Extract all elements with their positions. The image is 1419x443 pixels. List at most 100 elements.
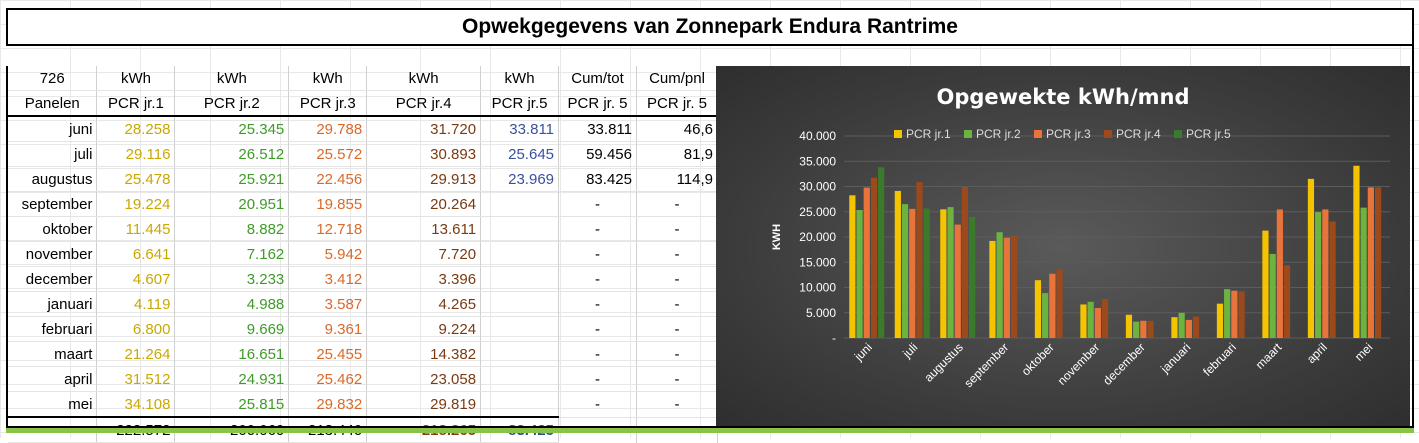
cum-panel-cell: -: [636, 241, 719, 267]
value-cell-v5: 23.969: [480, 166, 560, 192]
bar[interactable]: [1056, 269, 1063, 338]
bar[interactable]: [947, 207, 954, 338]
bar[interactable]: [1367, 187, 1374, 338]
value-cell-v1: 4.607: [96, 266, 176, 292]
value-cell-v4: 23.058: [366, 366, 482, 392]
bar[interactable]: [969, 216, 976, 338]
bar[interactable]: [1034, 280, 1042, 338]
bar[interactable]: [1224, 289, 1231, 338]
table-row: juni 28.258 25.345 29.788 31.720 33.811 33.811…: [8, 116, 719, 142]
green-divider: [6, 428, 1414, 433]
bar[interactable]: [1322, 209, 1329, 338]
bar[interactable]: [1010, 235, 1018, 338]
bar[interactable]: [1307, 178, 1315, 338]
table-row: december 4.607 3.233 3.412 3.396 - -: [8, 266, 719, 292]
value-cell-v4: 29.819: [366, 391, 482, 418]
chart-title: Opgewekte kWh/mnd: [937, 85, 1190, 109]
table-row: april 31.512 24.931 25.462 23.058 - -: [8, 366, 719, 392]
value-cell-v3: 9.361: [288, 316, 368, 342]
bar-chart: Opgewekte kWh/mnd - 5.000 10.000 15.000 20.00…: [771, 85, 1390, 390]
bar[interactable]: [961, 186, 969, 338]
bar[interactable]: [1087, 301, 1094, 338]
bar[interactable]: [996, 232, 1003, 338]
x-tick-label: februari: [1200, 340, 1239, 379]
legend-label[interactable]: PCR jr.1: [906, 127, 951, 141]
bar[interactable]: [1101, 299, 1109, 338]
y-tick-label: 25.000: [799, 205, 836, 219]
bar[interactable]: [989, 240, 996, 338]
bar[interactable]: [1276, 209, 1283, 338]
bar[interactable]: [1353, 165, 1360, 338]
month-cell: april: [8, 366, 98, 392]
bar[interactable]: [909, 208, 916, 338]
value-cell-v1: 28.258: [96, 116, 176, 142]
bar[interactable]: [1329, 221, 1336, 338]
bar[interactable]: [870, 177, 878, 338]
bar[interactable]: [1042, 293, 1049, 338]
bar[interactable]: [1049, 273, 1056, 338]
table-header-units: 726 kWh kWh kWh kWh kWh Cum/tot Cum/pnl: [8, 66, 719, 91]
bar[interactable]: [856, 210, 863, 338]
bar[interactable]: [1133, 321, 1140, 338]
value-cell-v1: 25.478: [96, 166, 176, 192]
bar[interactable]: [1080, 304, 1087, 338]
value-cell-v1: 29.116: [96, 141, 176, 167]
bar[interactable]: [1094, 307, 1101, 338]
value-cell-v2: 3.233: [174, 266, 290, 292]
bar[interactable]: [923, 208, 930, 338]
month-cell: november: [8, 241, 98, 267]
bar[interactable]: [878, 167, 885, 338]
bar[interactable]: [1125, 314, 1133, 338]
bar[interactable]: [863, 187, 870, 338]
bar[interactable]: [1140, 320, 1147, 338]
cum-total-cell: -: [558, 316, 637, 342]
value-cell-v3: 5.942: [288, 241, 368, 267]
bar[interactable]: [1315, 212, 1322, 338]
bar[interactable]: [849, 195, 856, 338]
bar[interactable]: [1178, 312, 1185, 338]
bar[interactable]: [1192, 316, 1200, 338]
bar[interactable]: [1231, 290, 1238, 338]
legend-label[interactable]: PCR jr.5: [1186, 127, 1231, 141]
chart-area[interactable]: Opgewekte kWh/mnd - 5.000 10.000 15.000 20.00…: [716, 66, 1410, 428]
bar[interactable]: [1185, 319, 1192, 338]
bar[interactable]: [1238, 291, 1245, 338]
legend-label[interactable]: PCR jr.3: [1046, 127, 1091, 141]
bar[interactable]: [894, 190, 901, 338]
value-cell-v3: 19.855: [288, 191, 368, 217]
production-table: 726 kWh kWh kWh kWh kWh Cum/tot Cum/pnl Panelen P…: [8, 66, 719, 443]
bar[interactable]: [954, 224, 961, 338]
bar[interactable]: [1216, 303, 1224, 338]
value-cell-v3: 29.788: [288, 116, 368, 142]
legend-label[interactable]: PCR jr.2: [976, 127, 1021, 141]
table-row: februari 6.800 9.669 9.361 9.224 - -: [8, 316, 719, 342]
value-cell-v5: [480, 341, 560, 367]
cum-total-cell: 33.811: [558, 116, 637, 142]
legend-swatch: [964, 130, 972, 138]
header-cell: Cum/pnl: [636, 66, 719, 91]
x-tick-label: januari: [1157, 340, 1193, 376]
value-cell-v3: 3.587: [288, 291, 368, 317]
bar[interactable]: [1374, 187, 1382, 338]
cum-total-cell: -: [558, 216, 637, 242]
bar[interactable]: [916, 181, 923, 338]
bar[interactable]: [1171, 317, 1178, 338]
header-cell: PCR jr.3: [288, 90, 368, 117]
value-cell-v5: [480, 366, 560, 392]
bar[interactable]: [1269, 253, 1276, 338]
bar[interactable]: [940, 209, 947, 338]
bar[interactable]: [1360, 207, 1367, 338]
header-cell: PCR jr. 5: [558, 90, 637, 117]
value-cell-v3: 3.412: [288, 266, 368, 292]
bar[interactable]: [1003, 237, 1010, 338]
value-cell-v2: 20.951: [174, 191, 290, 217]
table-row: september 19.224 20.951 19.855 20.264 - -: [8, 191, 719, 217]
legend-label[interactable]: PCR jr.4: [1116, 127, 1161, 141]
bar[interactable]: [901, 204, 909, 338]
bar[interactable]: [1262, 230, 1269, 338]
month-cell: oktober: [8, 216, 98, 242]
cum-total-cell: -: [558, 291, 637, 317]
bar[interactable]: [1147, 320, 1154, 338]
bar[interactable]: [1283, 265, 1291, 338]
cum-total-cell: -: [558, 191, 637, 217]
